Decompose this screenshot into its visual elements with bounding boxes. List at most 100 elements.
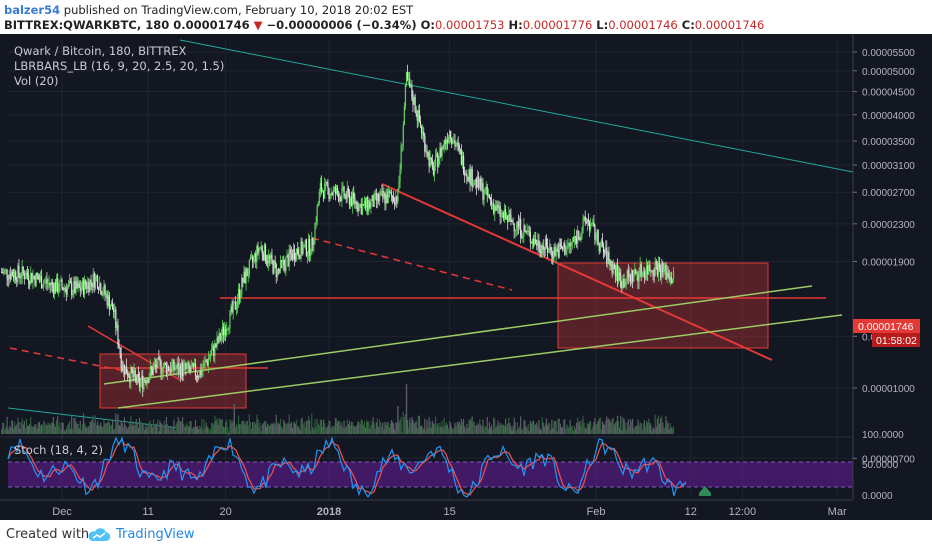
indicator-legend-lbrbars[interactable]: LBRBARS_LB (16, 9, 20, 2.5, 20, 1.5) <box>14 59 224 73</box>
candle-body <box>104 285 106 295</box>
volume-bar <box>54 426 57 434</box>
candle-body <box>149 366 151 377</box>
candle-body <box>75 280 77 293</box>
candle-body <box>576 237 578 244</box>
candle-body <box>170 369 172 373</box>
volume-bar <box>229 419 231 434</box>
candle-body <box>556 248 558 250</box>
stoch-legend[interactable]: Stoch (18, 4, 2) <box>14 443 103 457</box>
down-arrow-icon: ▼ <box>253 18 263 32</box>
candle-body <box>472 185 474 187</box>
red-dashed-line-2[interactable] <box>311 237 513 291</box>
candle-body <box>45 279 47 282</box>
candle-body <box>651 270 653 272</box>
candle-body <box>511 221 513 223</box>
red-accumulation-box-2[interactable] <box>557 262 769 349</box>
candle-body <box>89 279 91 292</box>
candle-body <box>402 125 404 145</box>
candle-body <box>28 275 30 282</box>
candle-body <box>357 209 359 211</box>
volume-bar <box>601 421 604 434</box>
volume-bar <box>303 421 305 434</box>
candle-body <box>152 366 155 375</box>
time-axis[interactable]: Dec 11 20 2018 15 Feb 12 12:00 Mar <box>52 506 847 518</box>
volume-bar <box>19 428 21 434</box>
candle-body <box>194 363 197 376</box>
volume-bar <box>195 426 198 434</box>
candle-body <box>3 270 5 274</box>
volume-bar <box>372 417 374 434</box>
candle-body <box>661 262 663 278</box>
volume-bar <box>209 428 212 434</box>
candle-body <box>66 287 68 295</box>
chart-canvas[interactable]: 0.00005500 0.00005000 0.00004500 0.00004000… <box>0 34 932 520</box>
volume-bar <box>406 419 409 434</box>
candle-body <box>591 222 593 225</box>
candle-body <box>654 261 656 276</box>
candle-body <box>35 273 37 286</box>
volume-bar <box>141 422 143 434</box>
candle-body <box>281 260 283 262</box>
red-downtrend-main[interactable] <box>381 183 773 361</box>
candle-body <box>374 193 376 194</box>
volume-bar <box>592 426 594 434</box>
candle-body <box>299 256 301 259</box>
candle-body <box>290 253 292 255</box>
volume-bar <box>499 422 501 434</box>
volume-bar <box>200 427 202 434</box>
candle-body <box>86 285 88 289</box>
volume-bar <box>587 424 590 434</box>
green-support-trendline[interactable] <box>117 314 843 409</box>
candle-body <box>159 357 161 362</box>
volume-bar <box>429 421 431 434</box>
candle-body <box>103 285 105 294</box>
volume-bar <box>328 420 330 434</box>
candle-body <box>571 241 573 244</box>
candle-body <box>587 219 590 223</box>
volume-bar <box>374 428 376 434</box>
red-downtrend-1[interactable] <box>87 325 181 381</box>
volume-bar <box>458 421 460 434</box>
volume-bar <box>292 422 295 434</box>
volume-bar <box>627 419 629 434</box>
time-tick-label: 15 <box>443 506 455 518</box>
candle-body <box>255 253 257 262</box>
candle-body <box>559 243 562 247</box>
volume-bar <box>581 420 583 434</box>
red-dashed-line-1[interactable] <box>9 347 131 373</box>
volume-bar <box>56 419 58 434</box>
candle-body <box>42 286 44 289</box>
candle-body <box>286 255 288 258</box>
candle-body <box>184 363 186 365</box>
volume-bar <box>288 414 290 434</box>
volume-bar <box>155 424 157 434</box>
volume-bar <box>446 424 449 434</box>
footer: Created with TradingView <box>0 520 932 550</box>
volume-bar <box>586 423 588 434</box>
volume-bar <box>28 425 30 434</box>
volume-bar <box>150 425 152 434</box>
volume-bar <box>484 425 486 434</box>
candle-body <box>581 230 583 235</box>
volume-bar <box>204 427 206 434</box>
candle-body <box>107 295 109 306</box>
author-link[interactable]: balzer54 <box>4 3 61 17</box>
indicator-legend-volume[interactable]: Vol (20) <box>14 74 58 88</box>
green-channel-trendline[interactable] <box>103 285 813 385</box>
candle-body <box>31 272 33 283</box>
volume-bar <box>202 429 204 434</box>
volume-bar <box>189 420 191 434</box>
volume-bar <box>612 417 614 434</box>
tradingview-brand-link[interactable]: TradingView <box>116 527 195 542</box>
candle-body <box>613 264 615 270</box>
candle-body <box>601 240 604 247</box>
volume-bar <box>466 423 468 434</box>
countdown-tag-text: 01:58:02 <box>876 335 917 347</box>
candle-body <box>439 148 441 160</box>
candle-body <box>16 279 18 282</box>
buy-arrow-icon[interactable] <box>699 486 711 493</box>
teal-trendline-upper[interactable] <box>179 39 854 173</box>
price-axis[interactable]: 0.00005500 0.00005000 0.00004500 0.00004000… <box>853 48 915 465</box>
candle-body <box>592 222 594 224</box>
volume-bar <box>96 421 99 434</box>
